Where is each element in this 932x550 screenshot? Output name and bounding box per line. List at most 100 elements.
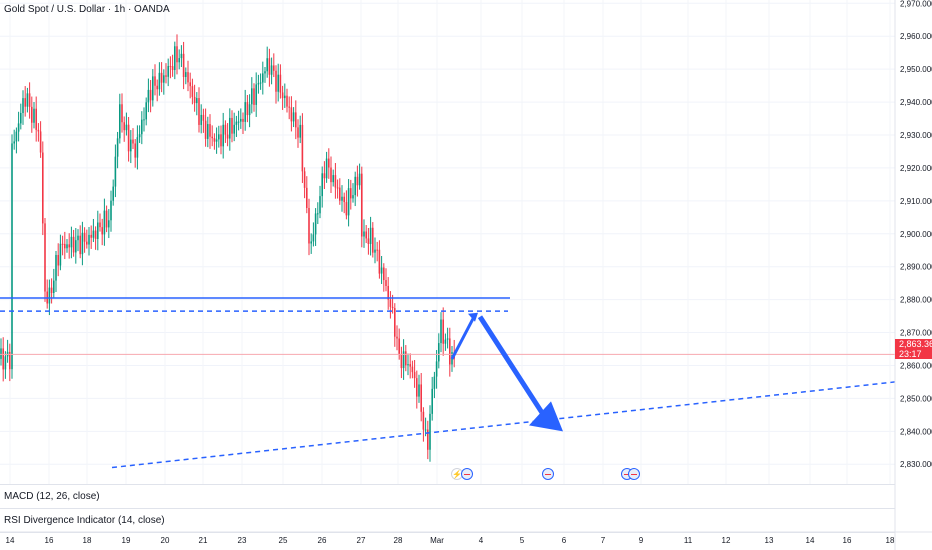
candle-body bbox=[233, 124, 235, 134]
candle-body bbox=[218, 134, 220, 140]
candle-body bbox=[354, 176, 356, 196]
candle-body bbox=[248, 104, 251, 116]
candle-body bbox=[418, 384, 420, 397]
x-tick-label: 11 bbox=[684, 536, 693, 545]
candle-body bbox=[2, 348, 4, 370]
candle-body bbox=[413, 372, 416, 379]
x-tick-label: 25 bbox=[279, 536, 288, 545]
candle-body bbox=[400, 353, 403, 369]
x-tick-label: 26 bbox=[318, 536, 327, 545]
us-flag-icon[interactable] bbox=[461, 468, 473, 480]
candle-body bbox=[215, 139, 218, 142]
candle-body bbox=[33, 108, 35, 123]
candle-body bbox=[292, 112, 295, 122]
y-tick-label: 2,970.000 bbox=[900, 0, 932, 8]
candle-body bbox=[266, 58, 268, 72]
candle-body bbox=[429, 413, 431, 450]
candle-body bbox=[347, 188, 350, 216]
x-tick-label: 6 bbox=[562, 536, 567, 545]
candle-body bbox=[244, 102, 246, 122]
candle-body bbox=[277, 74, 279, 92]
candle-body bbox=[246, 102, 249, 116]
candle-body bbox=[178, 58, 180, 63]
x-tick-label: 13 bbox=[765, 536, 774, 545]
candle-body bbox=[185, 72, 187, 78]
candle-body bbox=[24, 98, 26, 107]
x-tick-label: 18 bbox=[83, 536, 92, 545]
rsi-label[interactable]: RSI Divergence Indicator (14, close) bbox=[4, 515, 165, 526]
y-tick-label: 2,950.000 bbox=[900, 65, 932, 74]
candle-body bbox=[163, 75, 165, 83]
price-axis-bg bbox=[895, 0, 932, 550]
candle-body bbox=[253, 88, 255, 105]
candle-body bbox=[372, 227, 374, 253]
projection-down-arrow bbox=[477, 315, 548, 419]
candle-body bbox=[138, 134, 141, 138]
candle-body bbox=[376, 249, 378, 251]
candle-body bbox=[136, 137, 139, 158]
candle-body bbox=[68, 244, 70, 248]
support-trendline bbox=[111, 381, 896, 469]
time-axis: 14 16 18 19 20 21 23 25 26 27 28 Mar 4 5 6 7 9 11 12 13 14 16… bbox=[0, 531, 932, 545]
x-tick-label: 16 bbox=[45, 536, 54, 545]
candle-body bbox=[127, 124, 130, 152]
candle-body bbox=[367, 238, 370, 245]
candle-body bbox=[130, 139, 132, 152]
candle-body bbox=[374, 249, 376, 253]
candle-body bbox=[288, 106, 290, 108]
candle-body bbox=[114, 156, 117, 187]
candle-body bbox=[235, 121, 238, 125]
candle-body bbox=[321, 173, 323, 197]
candle-body bbox=[440, 319, 442, 344]
candle-body bbox=[59, 243, 62, 266]
candle-body bbox=[281, 92, 284, 99]
current-price-label: 2,863.360 23:17 bbox=[895, 339, 932, 359]
candle-body bbox=[449, 338, 451, 365]
candle-body bbox=[176, 46, 178, 63]
candle-body bbox=[83, 232, 86, 242]
candle-body bbox=[308, 207, 310, 244]
candle-body bbox=[363, 231, 365, 237]
candle-body bbox=[88, 234, 90, 245]
candle-body bbox=[350, 188, 352, 199]
x-tick-label: 9 bbox=[639, 536, 644, 545]
candle-body bbox=[336, 187, 339, 189]
candle-body bbox=[444, 339, 447, 344]
macd-label[interactable]: MACD (12, 26, close) bbox=[4, 491, 100, 502]
us-flag-icon[interactable] bbox=[542, 468, 554, 480]
candle-body bbox=[402, 351, 405, 369]
bar-countdown: 23:17 bbox=[899, 349, 922, 359]
candle-body bbox=[77, 235, 79, 241]
candle-body bbox=[196, 98, 198, 104]
candle-body bbox=[330, 167, 332, 183]
candle-body bbox=[416, 378, 418, 397]
current-price-value: 2,863.360 bbox=[899, 339, 932, 349]
candle-body bbox=[180, 53, 183, 59]
candle-body bbox=[237, 121, 240, 123]
candle-body bbox=[420, 384, 422, 412]
us-flag-icon[interactable] bbox=[628, 468, 640, 480]
candle-body bbox=[262, 73, 264, 83]
y-tick-label: 2,850.000 bbox=[900, 394, 932, 403]
candle-body bbox=[28, 93, 31, 107]
pane-separator bbox=[0, 532, 895, 533]
candle-body bbox=[110, 200, 112, 221]
candle-body bbox=[123, 122, 125, 131]
candle-body bbox=[317, 213, 319, 215]
candle-body bbox=[97, 222, 99, 239]
y-tick-label: 2,870.000 bbox=[900, 329, 932, 338]
y-tick-label: 2,880.000 bbox=[900, 296, 932, 305]
candle-body bbox=[435, 361, 438, 377]
candle-body bbox=[17, 123, 20, 132]
candle-body bbox=[319, 196, 321, 214]
drawings bbox=[0, 297, 896, 469]
candle-body bbox=[224, 124, 227, 135]
y-tick-label: 2,900.000 bbox=[900, 230, 932, 239]
candle-body bbox=[99, 222, 101, 228]
y-tick-label: 2,920.000 bbox=[900, 164, 932, 173]
candle-body bbox=[125, 124, 128, 131]
x-tick-label: 4 bbox=[479, 536, 484, 545]
candle-body bbox=[158, 72, 161, 90]
candle-body bbox=[352, 195, 354, 199]
